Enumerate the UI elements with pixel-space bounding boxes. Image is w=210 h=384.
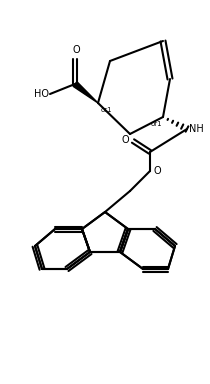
Text: O: O <box>72 45 80 55</box>
Text: O: O <box>121 135 129 145</box>
Text: NH: NH <box>189 124 204 134</box>
Text: O: O <box>153 166 161 176</box>
Text: or1: or1 <box>101 107 113 113</box>
Text: or1: or1 <box>150 121 162 127</box>
Text: HO: HO <box>34 89 49 99</box>
Polygon shape <box>73 82 98 103</box>
